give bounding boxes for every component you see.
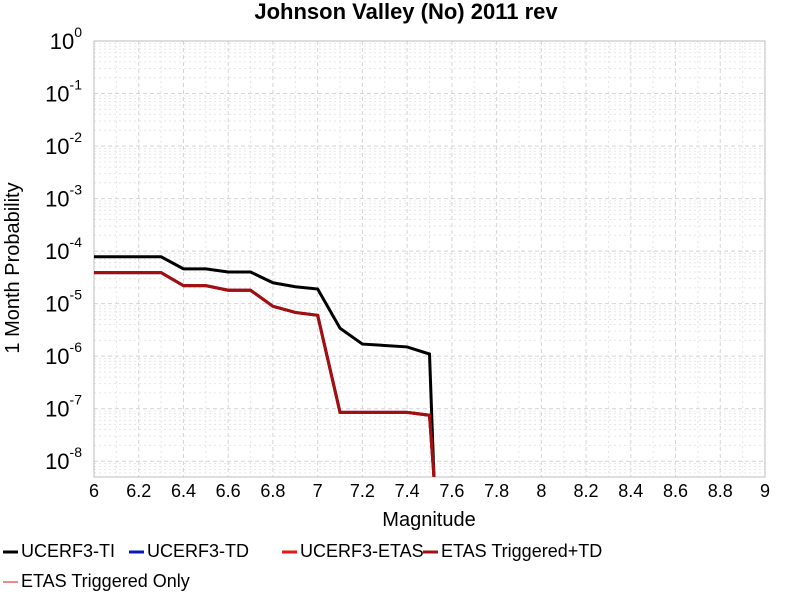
x-tick-label: 8.6 xyxy=(663,481,688,501)
y-tick-label: 10-6 xyxy=(45,339,82,369)
x-tick-label: 7 xyxy=(313,481,323,501)
series-line-etas-triggered-td xyxy=(94,271,436,477)
x-tick-label: 6 xyxy=(89,481,99,501)
legend: UCERF3-TI UCERF3-TD UCERF3-ETAS ETAS Trigge… xyxy=(3,541,602,591)
y-tick-label: 10-1 xyxy=(45,77,82,107)
x-tick-label: 6.4 xyxy=(171,481,196,501)
x-tick-label: 8.8 xyxy=(708,481,733,501)
x-tick-label: 7.4 xyxy=(395,481,420,501)
legend-entry-label: UCERF3-TI xyxy=(21,541,115,561)
plot-frame xyxy=(93,40,766,478)
y-tick-label: 100 xyxy=(50,24,82,54)
y-tick-label: 10-8 xyxy=(45,444,82,474)
y-tick-label: 10-5 xyxy=(45,287,82,317)
series-lines xyxy=(94,255,436,477)
x-tick-label: 7.2 xyxy=(350,481,375,501)
y-tick-label: 10-7 xyxy=(45,392,82,422)
legend-entry-label: ETAS Triggered Only xyxy=(21,571,190,591)
legend-entry-label: UCERF3-TD xyxy=(147,541,249,561)
y-tick-label: 10-3 xyxy=(45,182,82,212)
x-axis-ticks: 6 6.2 6.4 6.6 6.8 7 7.2 7.4 7.6 7.8 8 8.2 8.4 8.6 8.8 9 xyxy=(89,481,770,501)
x-axis-label: Magnitude xyxy=(382,509,475,531)
x-tick-label: 6.8 xyxy=(260,481,285,501)
y-tick-label: 10-2 xyxy=(45,129,82,159)
legend-entry-label: UCERF3-ETAS xyxy=(300,541,424,561)
legend-entry-label: ETAS Triggered+TD xyxy=(441,541,602,561)
x-tick-label: 7.8 xyxy=(484,481,509,501)
grid xyxy=(93,40,766,477)
series-line-ucerf3-ti xyxy=(94,255,436,477)
x-tick-label: 6.2 xyxy=(126,481,151,501)
x-tick-label: 8 xyxy=(536,481,546,501)
x-tick-label: 9 xyxy=(760,481,770,501)
x-tick-label: 8.4 xyxy=(618,481,643,501)
y-tick-label: 10-4 xyxy=(45,234,82,264)
x-tick-label: 7.6 xyxy=(439,481,464,501)
chart-title: Johnson Valley (No) 2011 rev xyxy=(254,0,558,24)
x-tick-label: 8.2 xyxy=(574,481,599,501)
y-axis-label: 1 Month Probability xyxy=(2,182,24,353)
y-axis-ticks: 100 10-1 10-2 10-3 10-4 10-5 10-6 10-7 10-8 xyxy=(45,24,82,474)
x-tick-label: 6.6 xyxy=(216,481,241,501)
